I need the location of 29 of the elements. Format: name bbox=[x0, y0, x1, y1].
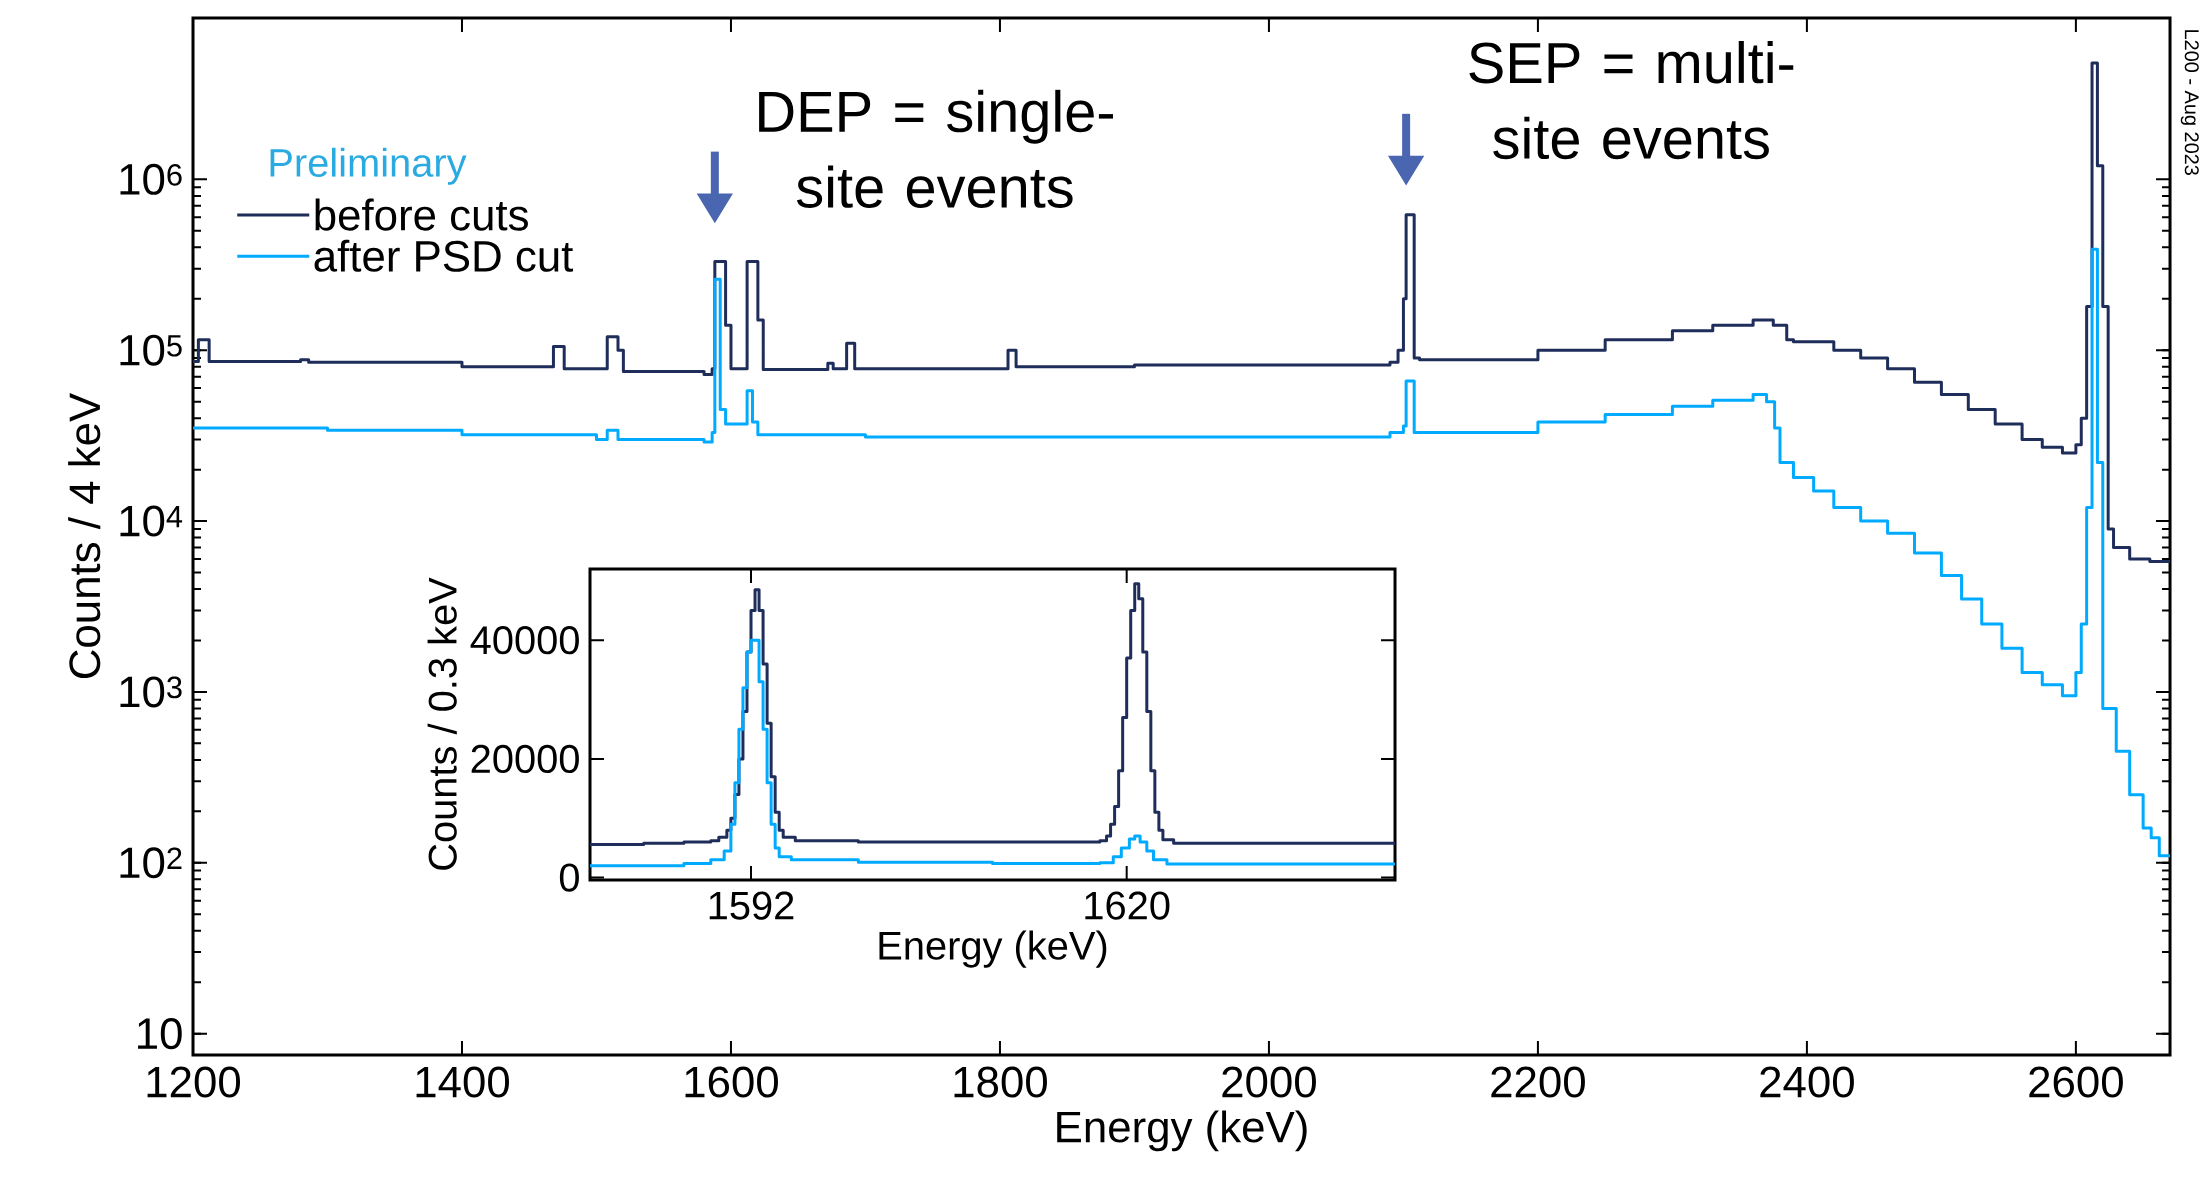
y-tick-label: 0 bbox=[559, 863, 579, 892]
x-tick-label: 1620 bbox=[1085, 891, 1170, 920]
legend-label: before cuts bbox=[315, 198, 528, 231]
x-tick-label: 1400 bbox=[416, 1066, 509, 1098]
x-tick-label: 2000 bbox=[1222, 1066, 1316, 1098]
y-tick-label: 10$^{2}$ bbox=[120, 847, 182, 879]
x-tick-label: 2400 bbox=[1760, 1066, 1854, 1098]
y-axis-title: Counts / 0.3 keV bbox=[427, 577, 457, 870]
annotation: Preliminary bbox=[270, 147, 467, 185]
y-tick-label: 20000 bbox=[471, 744, 579, 774]
x-axis-title: Energy (keV) bbox=[879, 930, 1107, 968]
x-tick-label: 1600 bbox=[685, 1066, 778, 1098]
y-tick-label: 40000 bbox=[470, 626, 579, 655]
text: L200 - Aug 2023 bbox=[2180, 30, 2199, 175]
x-tick-label: 2600 bbox=[2029, 1066, 2123, 1098]
x-tick-label: 2200 bbox=[1491, 1066, 1585, 1098]
annotation: DEP = single-site events bbox=[759, 89, 1114, 208]
y-tick-label: 10$^{3}$ bbox=[120, 676, 182, 708]
y-tick-label: 10$^{5}$ bbox=[120, 334, 182, 366]
y-tick-label: 10$^{6}$ bbox=[120, 163, 182, 195]
y-tick-label: 10 bbox=[138, 1018, 182, 1050]
annotation: SEP = multi-site events bbox=[1469, 41, 1794, 160]
x-axis-title: Energy (keV) bbox=[1057, 1110, 1307, 1152]
x-tick-label: 1200 bbox=[147, 1066, 241, 1098]
x-tick-label: 1592 bbox=[709, 891, 794, 920]
x-tick-label: 1800 bbox=[954, 1066, 1047, 1098]
y-axis-title: Counts / 4 keV bbox=[68, 392, 101, 679]
legend-label: after PSD cut bbox=[314, 239, 574, 272]
y-tick-label: 10$^{4}$ bbox=[120, 505, 183, 537]
